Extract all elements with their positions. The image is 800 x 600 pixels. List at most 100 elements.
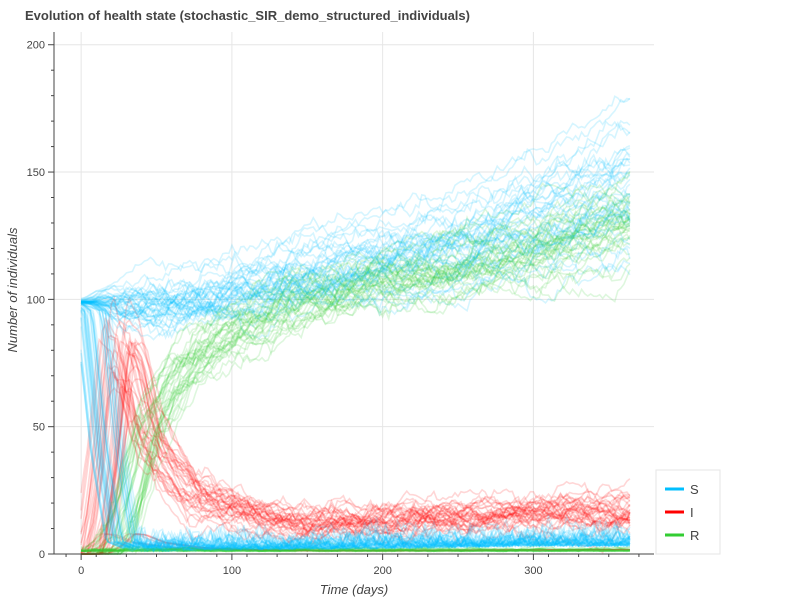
series-s-depleted-line xyxy=(80,349,631,553)
series-s-line xyxy=(81,147,631,307)
series-r-line xyxy=(80,207,631,555)
series-s-depleted-line xyxy=(80,301,630,553)
series-s-depleted-line xyxy=(80,306,631,552)
series-s-line xyxy=(81,196,631,317)
series-r-line xyxy=(81,263,631,555)
series-r-line xyxy=(81,547,631,553)
series-r-line xyxy=(81,233,631,555)
series-s-line xyxy=(80,203,631,326)
series-r-low-line xyxy=(80,547,630,553)
series-s-depleted-line xyxy=(81,301,631,552)
y-tick-label: 200 xyxy=(27,40,45,52)
series-r-line xyxy=(81,206,631,555)
series-s-line xyxy=(80,247,631,328)
series-i-line xyxy=(81,533,630,555)
series-i-line xyxy=(81,378,631,555)
series-s-depleted-line xyxy=(80,305,631,552)
series-i-line xyxy=(81,337,631,555)
series-s-depleted-line xyxy=(81,301,631,552)
series-s-line xyxy=(80,227,631,336)
series-s-line xyxy=(81,145,631,307)
series-s-line xyxy=(81,204,631,323)
series-lines xyxy=(80,95,631,556)
series-s-line xyxy=(81,207,631,340)
series-s-line xyxy=(80,188,631,316)
series-i-line xyxy=(81,532,630,555)
series-i-line xyxy=(81,349,631,555)
series-s-line xyxy=(81,161,631,318)
series-i-line xyxy=(81,374,631,555)
series-r-line xyxy=(81,220,631,555)
series-s-line xyxy=(80,244,631,339)
series-s-line xyxy=(80,123,631,309)
series-r-line xyxy=(81,228,631,555)
series-s-line xyxy=(81,193,630,322)
series-s-line xyxy=(81,194,631,304)
series-r-low-line xyxy=(80,547,630,553)
series-i-line xyxy=(80,319,631,535)
series-s-depleted-line xyxy=(80,301,631,552)
series-s-line xyxy=(80,97,631,300)
series-s-line xyxy=(80,158,630,311)
series-s-line xyxy=(81,183,631,323)
series-i-line xyxy=(80,295,631,533)
series-s-line xyxy=(80,177,631,322)
series-i-line xyxy=(81,532,630,555)
series-s-depleted-line xyxy=(80,308,631,553)
series-i-line xyxy=(81,352,631,556)
series-r-line xyxy=(81,208,631,555)
series-i-line xyxy=(81,342,631,555)
series-r-line xyxy=(80,191,631,550)
series-s-depleted-line xyxy=(81,301,630,552)
series-i-line xyxy=(81,341,631,555)
series-i-line xyxy=(81,350,631,555)
series-r-line xyxy=(80,193,631,555)
series-r-low-line xyxy=(81,546,631,553)
series-i-line xyxy=(81,342,631,555)
series-s-depleted-line xyxy=(80,307,631,552)
series-r-line xyxy=(81,227,631,555)
series-s-depleted-line xyxy=(81,301,631,552)
series-s-line xyxy=(81,238,631,322)
series-i-line xyxy=(80,340,631,555)
series-r-line xyxy=(81,237,631,555)
x-tick-label: 100 xyxy=(223,565,241,577)
series-s-depleted-line xyxy=(80,317,631,552)
series-r-line xyxy=(81,544,631,553)
series-i-line xyxy=(81,368,631,555)
series-r-line xyxy=(81,223,631,555)
series-s-line xyxy=(80,171,631,321)
series-s-depleted-line xyxy=(80,309,631,552)
series-r-low-line xyxy=(81,546,630,553)
series-r-low-line xyxy=(80,545,630,553)
series-i-line xyxy=(81,340,631,555)
series-r-line xyxy=(81,540,631,553)
series-s-line xyxy=(81,167,631,306)
series-r-line xyxy=(80,183,630,551)
series-s-line xyxy=(81,236,631,340)
x-axis-label: Time (days) xyxy=(320,582,389,597)
series-s-depleted-line xyxy=(81,301,631,552)
series-s-line xyxy=(80,259,631,341)
series-s-depleted-line xyxy=(80,353,631,552)
series-i-line xyxy=(80,347,631,546)
series-i-line xyxy=(80,319,631,554)
axes: 0 100 200 300 0 50 100 150 200 xyxy=(27,32,654,577)
series-i-line xyxy=(80,337,631,529)
series-s-depleted-line xyxy=(80,317,631,551)
x-tick-label: 0 xyxy=(78,565,84,577)
series-s-depleted-line xyxy=(81,301,631,553)
series-i-line xyxy=(80,366,631,555)
series-r-low-line xyxy=(80,547,631,553)
series-s-line xyxy=(81,213,631,309)
series-s-depleted-line xyxy=(80,307,631,552)
series-i-line xyxy=(81,387,631,555)
series-r-line xyxy=(80,206,631,553)
legend-label: S xyxy=(690,482,699,497)
series-s-depleted-line xyxy=(80,364,631,553)
series-r-line xyxy=(81,199,631,555)
series-r-line xyxy=(80,544,631,553)
legend[interactable]: SIR xyxy=(655,469,721,555)
x-tick-label: 200 xyxy=(373,565,391,577)
